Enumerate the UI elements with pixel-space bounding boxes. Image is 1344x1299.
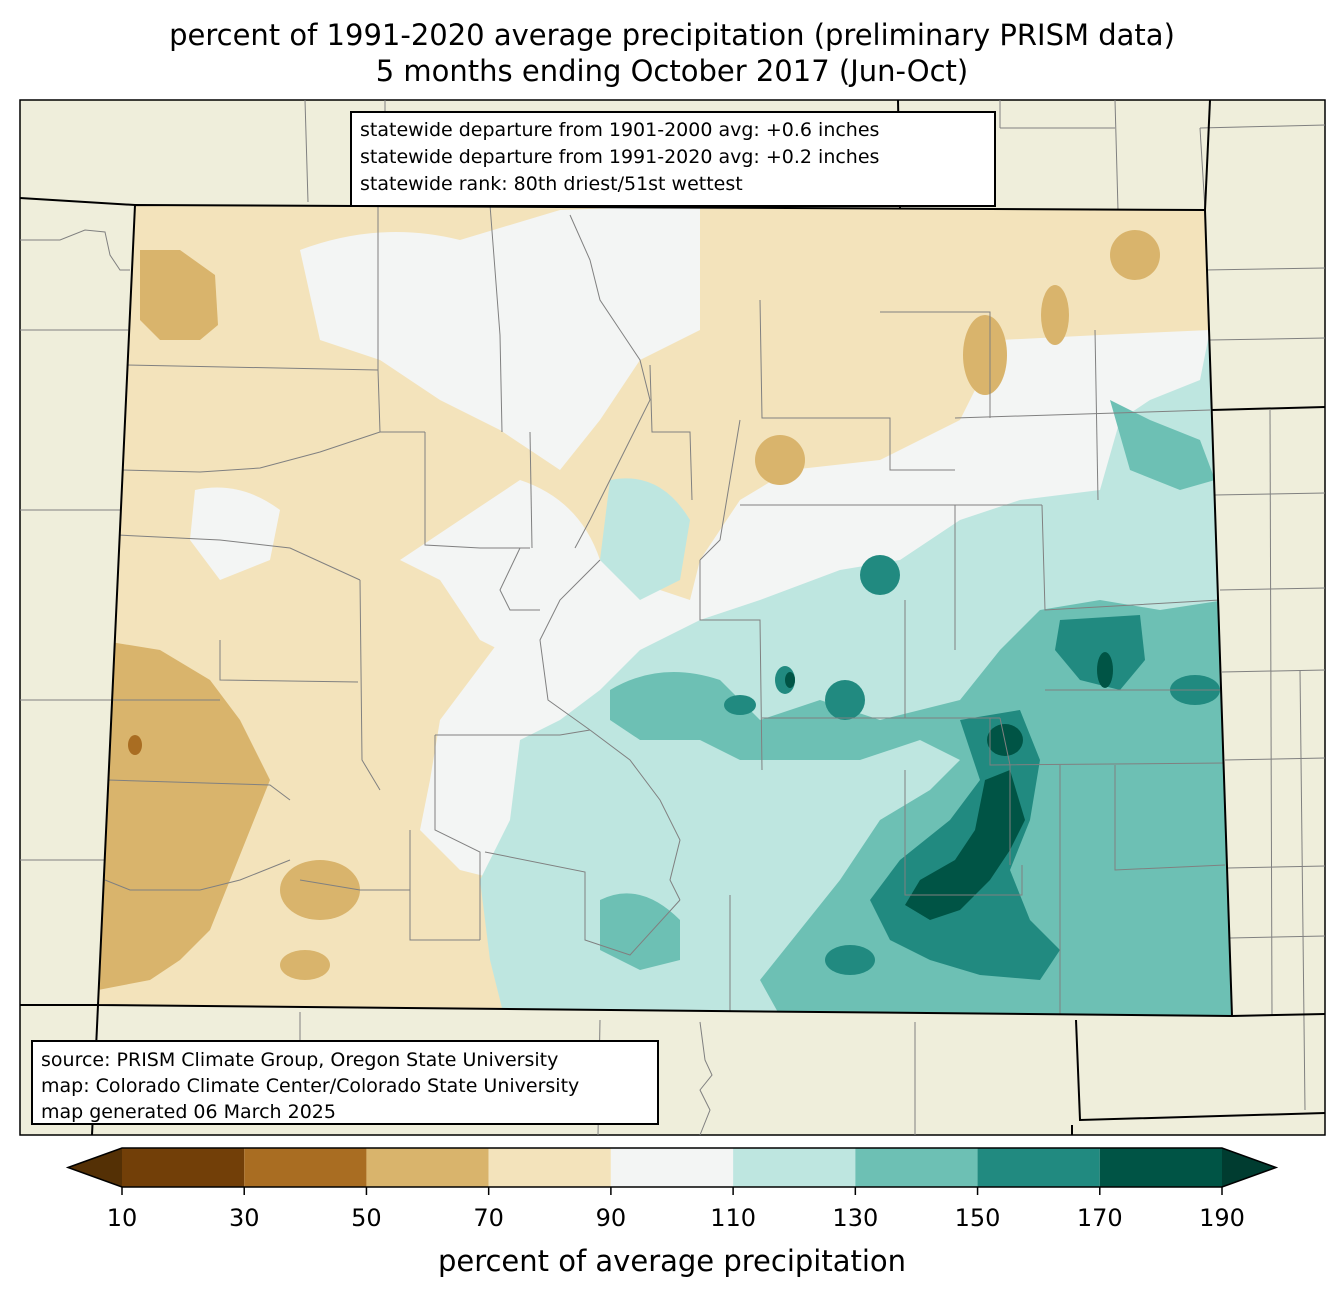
- very-dry-spot-west: [128, 735, 142, 755]
- source-box: source: PRISM Climate Group, Oregon Stat…: [31, 1040, 659, 1125]
- dry-region-nw: [140, 250, 218, 340]
- wet-region-ne: [1110, 400, 1215, 490]
- above-normal-patch-central: [600, 478, 690, 600]
- colorado-county-lines: [104, 205, 1226, 1016]
- color-bar-tick-label: 170: [1076, 1204, 1123, 1232]
- dry-spot-ne-3: [1110, 230, 1160, 280]
- source-generated-date: map generated 06 March 2025: [41, 1101, 336, 1123]
- extreme-wet-spot-2: [1097, 652, 1113, 688]
- color-bar-title: percent of average precipitation: [437, 1244, 907, 1278]
- color-bar-tick-label: 70: [473, 1204, 504, 1232]
- very-wet-patch-c1: [825, 680, 865, 720]
- below-normal-region-west: [98, 205, 1210, 1016]
- very-wet-patch-e3: [860, 555, 900, 595]
- near-normal-patch-central: [400, 480, 600, 660]
- dry-spot-sw-2: [280, 950, 330, 980]
- color-bin-70-90: [488, 1148, 611, 1187]
- very-wet-patch-sc: [825, 945, 875, 975]
- map-title-line1: percent of 1991-2020 average precipitati…: [169, 18, 1175, 52]
- very-wet-patch-e1: [1055, 615, 1145, 690]
- color-bar-tick-label: 90: [595, 1204, 627, 1232]
- stats-departure-1991-2020: statewide departure from 1991-2020 avg: …: [360, 146, 880, 168]
- statewide-stats-box: statewide departure from 1901-2000 avg: …: [350, 111, 996, 207]
- precipitation-field: [98, 205, 1232, 1016]
- wet-patch-sc: [600, 893, 680, 970]
- color-bar-tick-label: 130: [832, 1204, 879, 1232]
- map-title-line2: 5 months ending October 2017 (Jun-Oct): [375, 54, 969, 88]
- color-bar-over-arrow: [1222, 1148, 1276, 1187]
- color-bar-tick-label: 190: [1199, 1204, 1245, 1232]
- dry-spot-ne-1: [963, 315, 1007, 395]
- near-normal-patch-w: [190, 487, 280, 580]
- color-bar: [65, 1147, 1279, 1195]
- color-bar-tick-label: 150: [954, 1204, 1001, 1232]
- color-bin-110-130: [733, 1148, 856, 1187]
- dry-spot-sw-1: [280, 860, 360, 920]
- extreme-wet-spot-3: [785, 672, 795, 688]
- stats-departure-1901-2000: statewide departure from 1901-2000 avg: …: [360, 119, 880, 141]
- wet-region-east: [610, 600, 1232, 1016]
- dry-spot-fr: [755, 435, 805, 485]
- color-bin-130-150: [855, 1148, 978, 1187]
- extreme-wet-core: [905, 770, 1025, 920]
- color-bar-under-arrow: [68, 1148, 122, 1187]
- color-bin-50-70: [366, 1148, 489, 1187]
- source-prism: source: PRISM Climate Group, Oregon Stat…: [41, 1049, 559, 1071]
- color-bin-150-170: [977, 1148, 1100, 1187]
- color-bin-170-190: [1099, 1148, 1222, 1187]
- neighbor-county-lines: [20, 99, 1326, 1136]
- color-bar-tick-label: 10: [106, 1204, 138, 1232]
- source-map-credit: map: Colorado Climate Center/Colorado St…: [41, 1075, 580, 1097]
- color-bin-30-50: [244, 1148, 367, 1187]
- color-bin-90-110: [610, 1148, 734, 1187]
- color-bar-tick-label: 110: [710, 1204, 757, 1232]
- very-wet-patch-c2: [724, 695, 756, 715]
- color-bar-tick-label: 50: [351, 1204, 382, 1232]
- color-bin-10-30: [122, 1148, 245, 1187]
- dry-spot-ne-2: [1041, 285, 1069, 345]
- dry-region-west: [98, 640, 270, 990]
- stats-rank: statewide rank: 80th driest/51st wettest: [360, 173, 743, 195]
- color-bar-tick-label: 30: [228, 1204, 260, 1232]
